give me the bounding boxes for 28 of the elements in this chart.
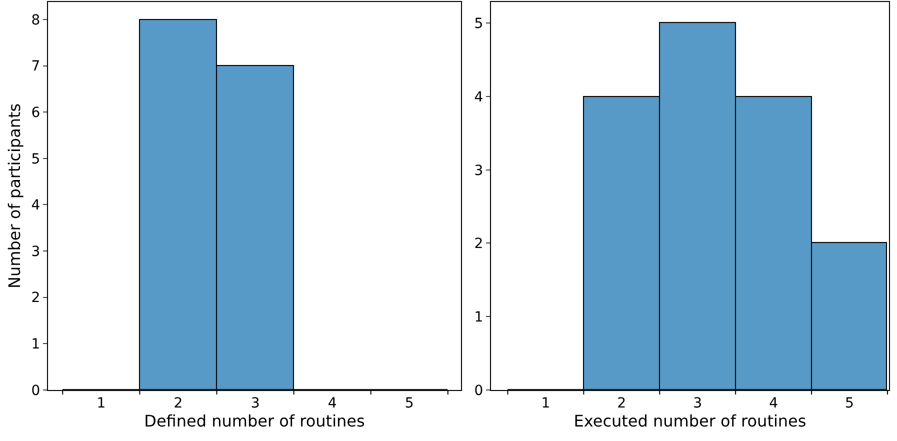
y-axis-title: Number of participants <box>5 103 24 288</box>
y-tick-label: 6 <box>31 105 40 122</box>
x-tick-label: 4 <box>769 396 778 412</box>
y-tick-label: 0 <box>474 382 484 399</box>
x-axis-title: Executed number of routines <box>574 412 806 431</box>
x-tick-label: 5 <box>845 396 854 412</box>
y-tick-label: 3 <box>31 244 40 260</box>
x-tick-label: 2 <box>617 396 626 412</box>
y-tick-label: 4 <box>31 198 40 214</box>
x-tick-label: 3 <box>693 396 702 412</box>
y-tick-label: 7 <box>31 58 40 75</box>
x-tick-label: 2 <box>174 396 183 412</box>
x-tick-label: 1 <box>541 396 550 412</box>
y-tick-label: 8 <box>31 12 40 28</box>
x-axis-title: Defined number of routines <box>144 412 365 431</box>
x-tick-label: 3 <box>250 396 260 412</box>
y-tick-label: 3 <box>474 162 484 179</box>
x-tick-label: 1 <box>96 396 106 412</box>
y-tick-label: 2 <box>474 236 484 252</box>
y-tick-label: 4 <box>474 89 484 106</box>
y-tick-label: 2 <box>31 290 40 306</box>
y-tick-label: 0 <box>31 382 40 399</box>
x-tick-label: 5 <box>404 396 414 412</box>
x-tick-label: 4 <box>328 396 337 412</box>
y-tick-label: 1 <box>31 336 40 352</box>
y-tick-label: 5 <box>31 151 40 168</box>
y-tick-label: 5 <box>474 16 484 32</box>
y-tick-label: 1 <box>474 309 484 326</box>
